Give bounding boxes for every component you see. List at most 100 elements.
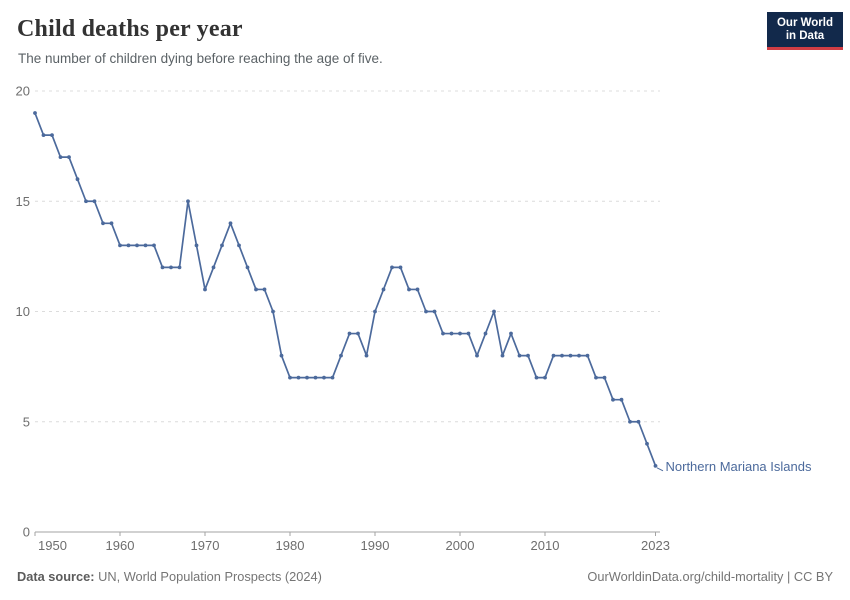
data-point[interactable] — [194, 243, 199, 248]
data-point[interactable] — [330, 375, 335, 380]
data-point[interactable] — [517, 353, 522, 358]
data-point[interactable] — [262, 287, 267, 292]
license-link[interactable]: OurWorldinData.org/child-mortality | CC … — [587, 569, 833, 584]
owid-logo-line2: in Data — [785, 29, 825, 42]
y-axis-label: 10 — [16, 304, 30, 319]
data-point[interactable] — [458, 331, 462, 336]
data-point[interactable] — [500, 353, 505, 358]
data-point[interactable] — [534, 375, 539, 380]
data-point[interactable] — [118, 243, 122, 248]
data-point[interactable] — [526, 353, 530, 358]
data-point[interactable] — [33, 111, 37, 115]
x-axis-label: 2000 — [446, 538, 475, 553]
owid-logo[interactable]: Our World in Data — [767, 12, 843, 50]
data-point[interactable] — [466, 331, 471, 336]
data-point[interactable] — [271, 309, 275, 314]
data-point[interactable] — [424, 309, 428, 314]
data-point[interactable] — [611, 397, 615, 402]
data-point[interactable] — [305, 375, 309, 380]
data-point[interactable] — [254, 287, 258, 292]
data-point[interactable] — [211, 265, 216, 270]
data-point[interactable] — [288, 375, 292, 380]
data-point[interactable] — [619, 397, 624, 402]
data-point[interactable] — [432, 309, 437, 314]
data-point[interactable] — [126, 243, 131, 248]
data-point[interactable] — [237, 243, 241, 248]
owid-logo-line1: Our World — [776, 16, 833, 29]
x-axis-label: 2023 — [641, 538, 670, 553]
page-title: Child deaths per year — [17, 16, 243, 42]
data-point[interactable] — [220, 243, 224, 248]
data-point[interactable] — [407, 287, 411, 292]
data-source-value: UN, World Population Prospects (2024) — [98, 569, 322, 584]
data-point[interactable] — [441, 331, 445, 336]
data-point[interactable] — [186, 199, 190, 204]
data-point[interactable] — [203, 287, 207, 292]
label-connector — [656, 467, 664, 472]
data-point[interactable] — [509, 331, 513, 336]
x-axis-label: 1950 — [38, 538, 67, 553]
data-point[interactable] — [594, 375, 598, 380]
data-point[interactable] — [143, 243, 148, 248]
y-axis-label: 20 — [16, 84, 30, 99]
data-point[interactable] — [92, 199, 97, 204]
entity-label[interactable]: Northern Mariana Islands — [666, 459, 812, 474]
data-point[interactable] — [373, 309, 377, 314]
y-axis-label: 0 — [23, 525, 30, 540]
data-point[interactable] — [475, 353, 479, 358]
license-link-text: OurWorldinData.org/child-mortality | CC … — [587, 569, 833, 584]
data-point[interactable] — [109, 221, 114, 226]
data-point[interactable] — [177, 265, 182, 270]
y-axis-label: 15 — [16, 194, 30, 209]
data-point[interactable] — [560, 353, 564, 358]
data-point[interactable] — [415, 287, 420, 292]
data-point[interactable] — [58, 155, 63, 160]
x-axis-label: 2010 — [531, 538, 560, 553]
x-axis-label: 1990 — [361, 538, 390, 553]
x-axis-label: 1980 — [276, 538, 305, 553]
data-point[interactable] — [347, 331, 352, 336]
data-point[interactable] — [577, 353, 581, 358]
data-point[interactable] — [84, 199, 88, 204]
data-point[interactable] — [356, 331, 360, 336]
chart-header: Child deaths per year The number of chil… — [0, 0, 850, 66]
data-point[interactable] — [653, 463, 658, 468]
data-point[interactable] — [551, 353, 556, 358]
data-point[interactable] — [245, 265, 250, 270]
data-point[interactable] — [483, 331, 488, 336]
data-source-label: Data source: — [17, 569, 95, 584]
chart-subtitle: The number of children dying before reac… — [18, 51, 383, 66]
data-point[interactable] — [41, 133, 46, 138]
data-point[interactable] — [449, 331, 454, 336]
data-point[interactable] — [398, 265, 403, 270]
data-point[interactable] — [296, 375, 301, 380]
data-point[interactable] — [636, 419, 641, 424]
data-point[interactable] — [568, 353, 573, 358]
data-point[interactable] — [279, 353, 284, 358]
x-axis-label: 1960 — [106, 538, 135, 553]
data-point[interactable] — [322, 375, 326, 380]
data-point[interactable] — [364, 353, 369, 358]
data-point[interactable] — [492, 309, 496, 314]
data-point[interactable] — [101, 221, 105, 226]
data-point[interactable] — [50, 133, 54, 138]
data-line[interactable] — [34, 112, 657, 467]
data-point[interactable] — [585, 353, 590, 358]
data-point[interactable] — [152, 243, 156, 248]
data-point[interactable] — [381, 287, 386, 292]
data-point[interactable] — [160, 265, 165, 270]
data-point[interactable] — [228, 221, 233, 226]
data-point[interactable] — [645, 441, 649, 446]
data-point[interactable] — [75, 177, 80, 182]
data-point[interactable] — [313, 375, 318, 380]
x-axis-label: 1970 — [191, 538, 220, 553]
data-point[interactable] — [543, 375, 547, 380]
data-point[interactable] — [135, 243, 139, 248]
data-point[interactable] — [67, 155, 71, 160]
data-point[interactable] — [390, 265, 394, 270]
data-point[interactable] — [628, 419, 632, 424]
data-point[interactable] — [169, 265, 173, 270]
data-point[interactable] — [339, 353, 343, 358]
data-point[interactable] — [602, 375, 607, 380]
